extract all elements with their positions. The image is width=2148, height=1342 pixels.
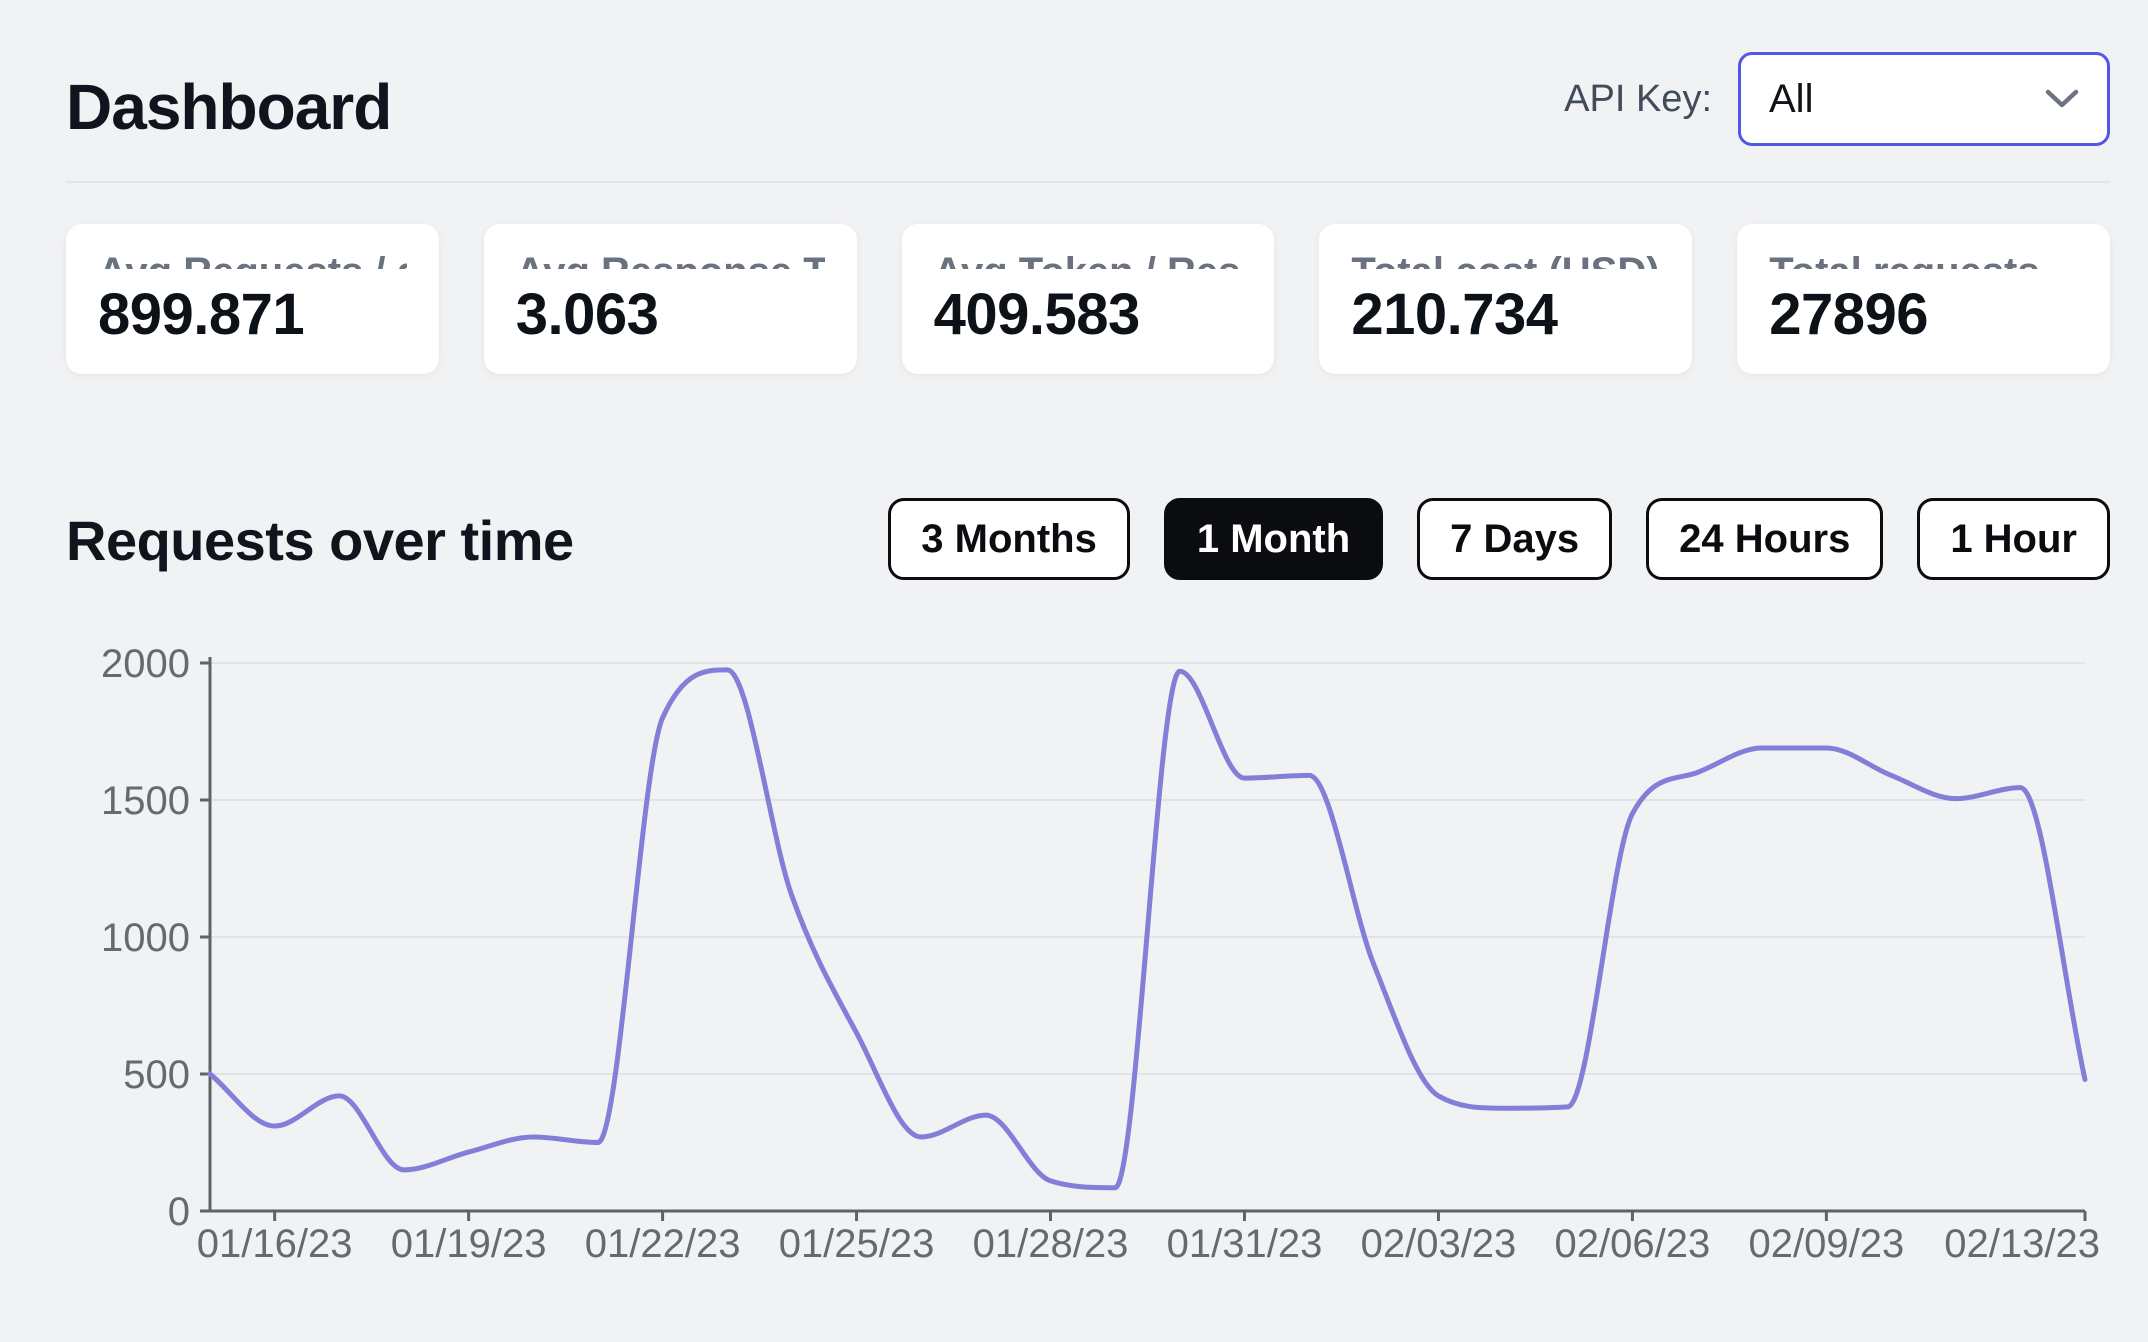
stat-value: 899.871	[98, 282, 305, 347]
chart-y-tick-label: 0	[168, 1190, 190, 1234]
time-range-buttons: 3 Months 1 Month 7 Days 24 Hours 1 Hour	[888, 498, 2110, 580]
stat-card-total-requests: Total requests 27896	[1737, 224, 2110, 374]
stat-card-avg-response-time: Avg Response Tim… 3.063	[483, 224, 857, 374]
section-title-requests-over-time: Requests over time	[66, 509, 574, 572]
stat-label: Avg Requests / day	[98, 250, 407, 269]
stat-label: Avg Token / Respo…	[934, 250, 1243, 269]
chart-x-tick-label: 01/22/23	[585, 1222, 741, 1266]
range-button-24-hours[interactable]: 24 Hours	[1646, 498, 1884, 580]
stat-card-avg-token: Avg Token / Respo… 409.583	[901, 224, 1275, 374]
stat-label: Avg Response Tim…	[516, 250, 825, 269]
chart-x-tick-label: 02/03/23	[1361, 1222, 1517, 1266]
chevron-down-icon	[2045, 89, 2079, 108]
header-divider	[66, 181, 2110, 183]
stat-card-total-cost: Total cost (USD) 210.734	[1319, 224, 1693, 374]
chart-x-tick-label: 02/06/23	[1555, 1222, 1711, 1266]
api-key-label: API Key:	[1564, 77, 1712, 120]
stat-value: 3.063	[515, 282, 659, 347]
chart-line-requests	[207, 667, 2088, 1191]
stats-row: Avg Requests / day 899.871 Avg Response …	[66, 224, 2110, 374]
chart-x-tick-label: 01/16/23	[197, 1222, 353, 1266]
chart-x-tick-label: 01/25/23	[779, 1222, 935, 1266]
chart-x-tick-label: 01/31/23	[1167, 1222, 1323, 1266]
stat-label: Total cost (USD)	[1351, 250, 1660, 269]
range-button-1-month[interactable]: 1 Month	[1163, 498, 1384, 580]
page-title: Dashboard	[66, 71, 392, 143]
range-button-1-hour[interactable]: 1 Hour	[1917, 498, 2110, 580]
stat-value: 27896	[1769, 282, 1928, 347]
chart-x-tick-label: 02/09/23	[1749, 1222, 1905, 1266]
api-key-select[interactable]: All	[1738, 52, 2110, 146]
chart-y-tick-label: 1000	[101, 916, 190, 960]
api-key-control: API Key: All	[1564, 52, 2110, 146]
api-key-selected-value: All	[1769, 76, 1814, 121]
stat-label: Total requests	[1769, 250, 2078, 269]
chart-x-tick-label: 01/19/23	[391, 1222, 547, 1266]
chart-y-tick-label: 2000	[101, 642, 190, 686]
range-button-3-months[interactable]: 3 Months	[888, 498, 1130, 580]
stat-value: 409.583	[933, 282, 1141, 347]
stat-card-avg-requests: Avg Requests / day 899.871	[66, 224, 439, 374]
range-button-7-days[interactable]: 7 Days	[1417, 498, 1613, 580]
chart-y-tick-label: 1500	[101, 779, 190, 823]
chart-x-tick-label: 02/13/23	[1944, 1222, 2100, 1266]
chart-y-tick-label: 500	[123, 1053, 190, 1097]
stat-value: 210.734	[1351, 282, 1558, 347]
chart-x-tick-label: 01/28/23	[973, 1222, 1129, 1266]
